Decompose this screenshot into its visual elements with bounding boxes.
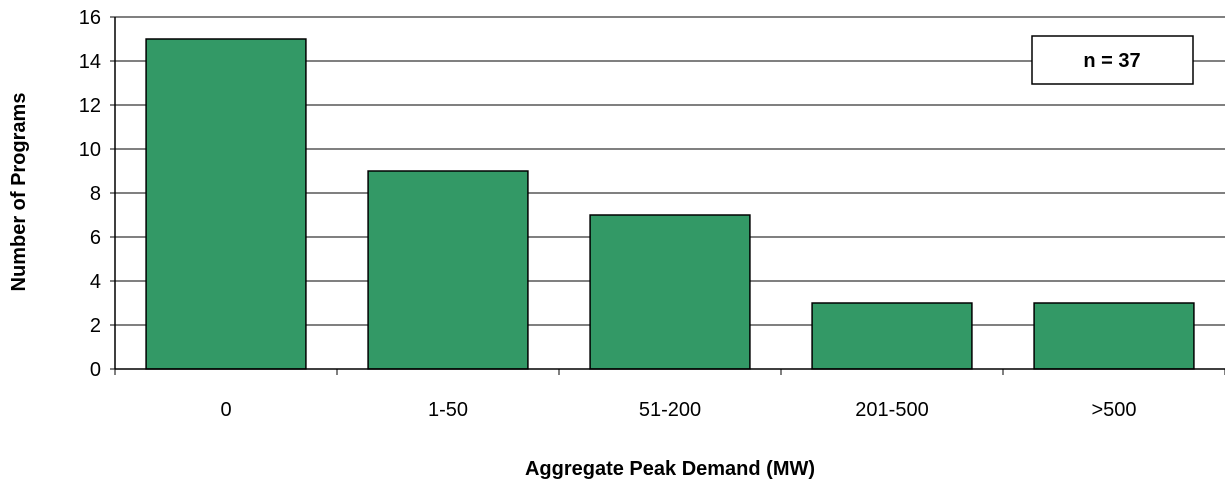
y-tick-label: 6 [90, 227, 101, 249]
y-tick-label: 0 [90, 359, 101, 381]
x-tick-label: >500 [1091, 399, 1136, 421]
bar [367, 170, 529, 370]
x-tick-label: 0 [220, 399, 231, 421]
sample-size-box: n = 37 [1031, 35, 1194, 85]
y-tick-labels: 0 2 4 6 8 10 12 14 16 [79, 7, 101, 381]
bars [145, 38, 1195, 370]
bar [811, 302, 973, 370]
y-tick-label: 10 [79, 139, 101, 161]
y-axis-title: Number of Programs [8, 93, 30, 292]
x-tick-labels: 0 1-50 51-200 201-500 >500 [220, 399, 1136, 421]
bar [145, 38, 307, 370]
x-tick-label: 201-500 [855, 399, 928, 421]
x-axis-title: Aggregate Peak Demand (MW) [525, 458, 815, 480]
x-tick-label: 1-50 [428, 399, 468, 421]
y-tick-label: 2 [90, 315, 101, 337]
y-tick-label: 14 [79, 51, 101, 73]
sample-size-label: n = 37 [1083, 50, 1140, 72]
y-tick-label: 12 [79, 95, 101, 117]
y-tick-label: 16 [79, 7, 101, 29]
y-tick-label: 4 [90, 271, 101, 293]
y-tick-label: 8 [90, 183, 101, 205]
bar [1033, 302, 1195, 370]
axes [110, 16, 1225, 375]
x-tick-label: 51-200 [639, 399, 701, 421]
bar [589, 214, 751, 370]
